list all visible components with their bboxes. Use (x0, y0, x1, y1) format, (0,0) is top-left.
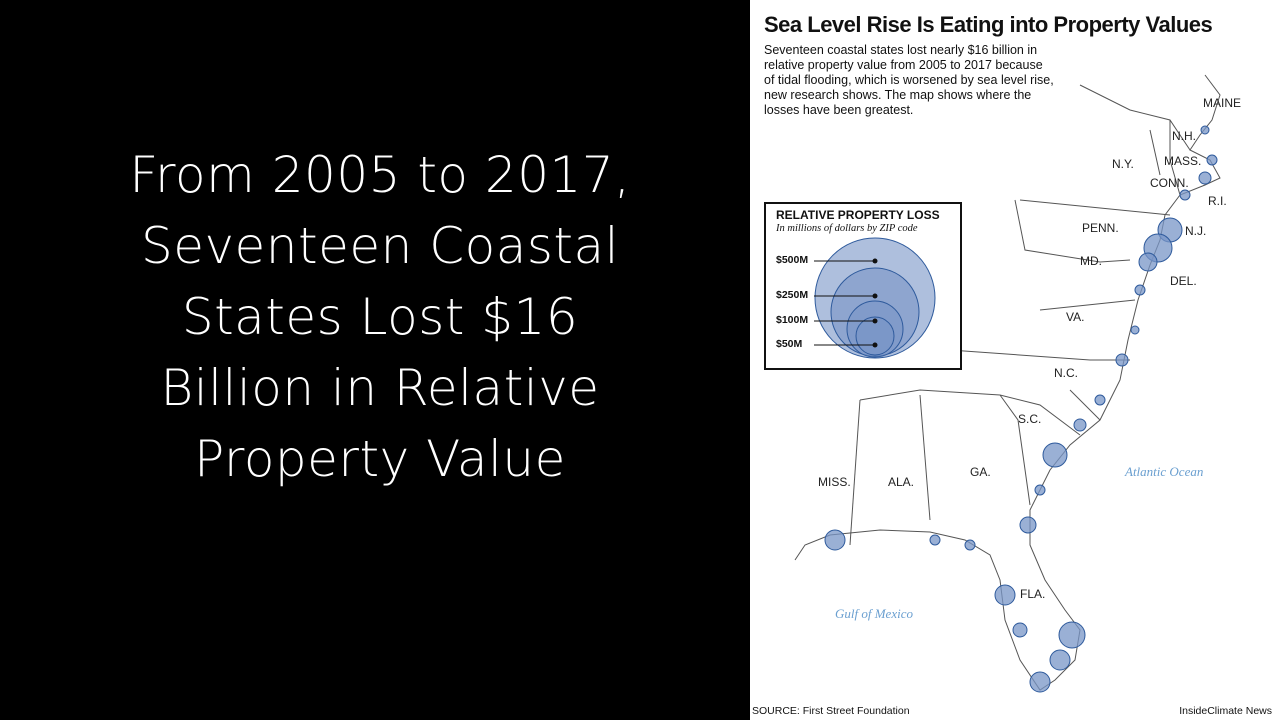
loss-bubble (1198, 171, 1212, 185)
map-title: Sea Level Rise Is Eating into Property V… (764, 12, 1213, 37)
loss-bubble (1049, 649, 1071, 671)
legend-label-500: $500M (776, 254, 809, 266)
map-subtitle: Seventeen coastal states lost nearly $16… (764, 43, 1109, 118)
loss-bubble (1134, 284, 1146, 296)
state-label-penn: PENN. (1082, 221, 1119, 235)
state-label-ri: R.I. (1208, 194, 1227, 208)
legend-subtitle: In millions of dollars by ZIP code (776, 223, 918, 234)
legend-label-50: $50M (776, 338, 803, 350)
map-figure: MAINE N.H. MASS. N.Y. CONN. R.I. PENN. N… (750, 0, 1280, 720)
loss-bubble (1206, 154, 1218, 166)
slide-headline: From 2005 to 2017, Seventeen Coastal Sta… (40, 140, 720, 495)
state-labels: MAINE N.H. MASS. N.Y. CONN. R.I. PENN. N… (818, 96, 1241, 601)
loss-bubble (1073, 418, 1087, 432)
state-label-miss: MISS. (818, 475, 851, 489)
state-label-del: DEL. (1170, 274, 1197, 288)
state-label-nc: N.C. (1054, 366, 1078, 380)
loss-bubble (1130, 325, 1140, 335)
loss-bubble (1115, 353, 1129, 367)
subtitle-line: losses have been greatest. (764, 103, 914, 117)
loss-bubbles (824, 125, 1218, 693)
headline-line: From 2005 to 2017, (129, 146, 631, 204)
subtitle-line: of tidal flooding, which is worsened by … (764, 73, 1054, 87)
loss-bubble (1179, 189, 1191, 201)
headline-line: Seventeen Coastal (140, 217, 620, 275)
loss-bubble (1200, 125, 1210, 135)
loss-bubble (964, 539, 976, 551)
loss-bubble (994, 584, 1016, 606)
subtitle-line: Seventeen coastal states lost nearly $16… (764, 43, 1038, 57)
state-label-fla: FLA. (1020, 587, 1045, 601)
legend-title: RELATIVE PROPERTY LOSS (776, 208, 940, 222)
state-label-ga: GA. (970, 465, 991, 479)
subtitle-line: relative property value from 2005 to 201… (764, 58, 1043, 72)
state-label-va: VA. (1066, 310, 1084, 324)
loss-bubble (1058, 621, 1086, 649)
loss-bubble (1042, 442, 1068, 468)
headline-line: States Lost $16 (181, 288, 579, 346)
legend-label-100: $100M (776, 314, 809, 326)
state-label-ny: N.Y. (1112, 157, 1134, 171)
state-label-conn: CONN. (1150, 176, 1189, 190)
loss-bubble (1019, 516, 1037, 534)
loss-bubble (1029, 671, 1051, 693)
water-label-atlantic: Atlantic Ocean (1124, 464, 1203, 479)
state-label-mass: MASS. (1164, 154, 1201, 168)
loss-bubble (929, 534, 941, 546)
state-label-ala: ALA. (888, 475, 914, 489)
legend-bubbles (814, 237, 936, 359)
loss-bubble (1094, 394, 1106, 406)
headline-line: Property Value (194, 430, 566, 488)
legend-label-250: $250M (776, 289, 809, 301)
subtitle-line: new research shows. The map shows where … (764, 88, 1032, 102)
map-credit: InsideClimate News (1179, 705, 1272, 717)
state-label-nj: N.J. (1185, 224, 1206, 238)
east-coast-map: MAINE N.H. MASS. N.Y. CONN. R.I. PENN. N… (794, 74, 1241, 693)
loss-bubble (1138, 252, 1158, 272)
headline-line: Billion in Relative (160, 359, 600, 417)
map-legend: RELATIVE PROPERTY LOSS In millions of do… (764, 202, 962, 370)
state-label-nh: N.H. (1172, 129, 1196, 143)
water-label-gulf: Gulf of Mexico (835, 606, 913, 621)
state-label-sc: S.C. (1018, 412, 1041, 426)
state-label-maine: MAINE (1203, 96, 1241, 110)
state-label-md: MD. (1080, 254, 1102, 268)
loss-bubble (1012, 622, 1028, 638)
loss-bubble (824, 529, 846, 551)
map-source: SOURCE: First Street Foundation (752, 705, 910, 717)
loss-bubble (1034, 484, 1046, 496)
